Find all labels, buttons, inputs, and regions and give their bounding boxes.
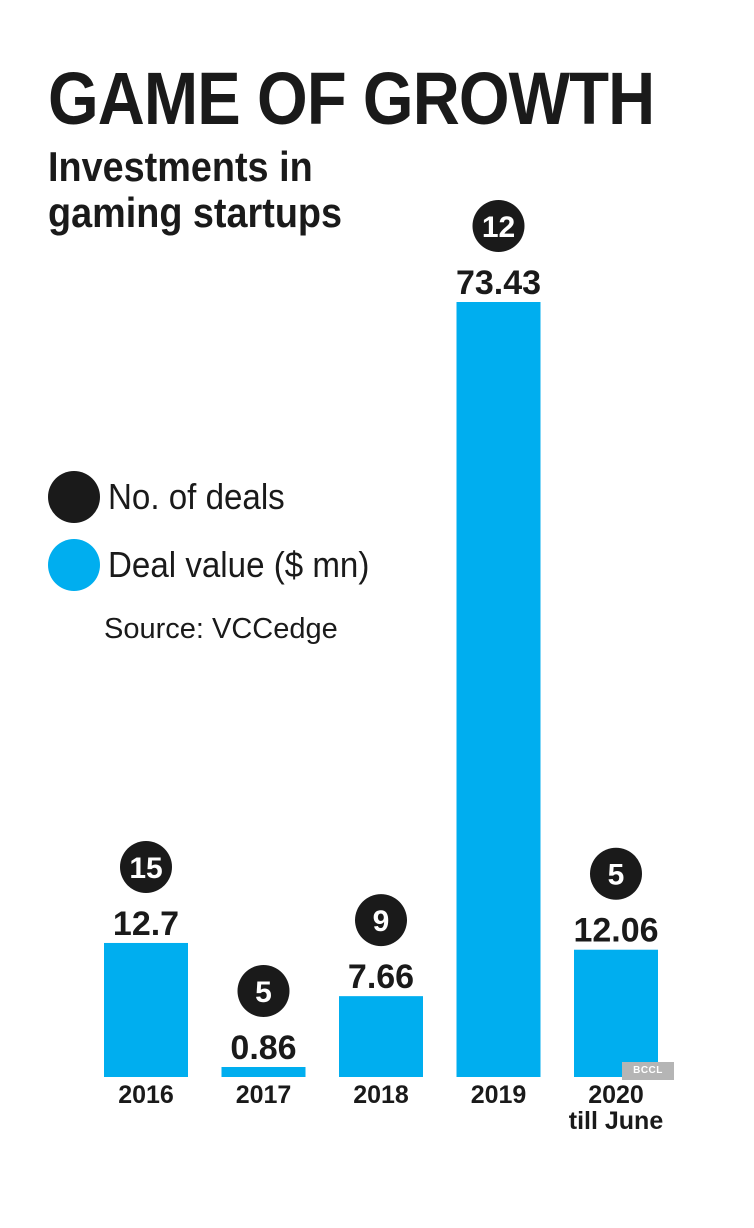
- category-label-2019: 2019: [471, 1081, 527, 1109]
- deal-count-marker-2017: [237, 965, 290, 1017]
- deal-count-marker-2018: [355, 894, 407, 947]
- bar-2016: [104, 942, 188, 1077]
- subtitle-line-2: gaming startups: [48, 189, 343, 236]
- deal-count-marker-2020: [590, 847, 642, 900]
- deal-count-label-2019: 12: [482, 211, 515, 244]
- value-label-2017: 0.86: [230, 1029, 296, 1067]
- category-label-2020: 2020: [588, 1081, 644, 1109]
- legend-item-value: Deal value ($ mn): [48, 538, 392, 592]
- bar-2020: [574, 949, 658, 1077]
- subtitle-line-1: Investments in: [48, 143, 313, 190]
- legend: No. of deals Deal value ($ mn): [48, 470, 392, 606]
- value-label-2020: 12.06: [573, 912, 658, 950]
- source-note: Source: VCCedge: [104, 613, 338, 645]
- category-label-2018: 2018: [353, 1081, 409, 1109]
- deal-count-label-2016: 15: [129, 852, 162, 885]
- value-label-2019: 73.43: [456, 264, 541, 302]
- deal-count-label-2018: 9: [373, 905, 390, 938]
- value-label-2016: 12.7: [113, 905, 179, 943]
- deal-count-marker-2019: [472, 200, 525, 252]
- bar-2018: [339, 996, 423, 1077]
- category-label-2016: 2016: [118, 1081, 174, 1109]
- deal-count-marker-2016: [120, 840, 172, 893]
- category-label-2020-line-2: till June: [569, 1107, 664, 1135]
- watermark: BCCL: [622, 1062, 674, 1080]
- deal-count-label-2020: 5: [608, 859, 625, 892]
- deal-count-label-2017: 5: [255, 976, 272, 1009]
- legend-label-value: Deal value ($ mn): [108, 544, 370, 585]
- bar-2017: [221, 1067, 306, 1077]
- deals-swatch-icon: [48, 471, 100, 523]
- bar-2019: [456, 302, 541, 1077]
- chart-title: GAME OF GROWTH: [48, 57, 655, 140]
- legend-item-deals: No. of deals: [48, 470, 392, 524]
- legend-label-deals: No. of deals: [108, 476, 285, 517]
- value-label-2018: 7.66: [348, 958, 414, 996]
- category-label-2017: 2017: [236, 1081, 292, 1109]
- chart-subtitle: Investments in gaming startups: [48, 144, 342, 236]
- value-swatch-icon: [48, 539, 100, 591]
